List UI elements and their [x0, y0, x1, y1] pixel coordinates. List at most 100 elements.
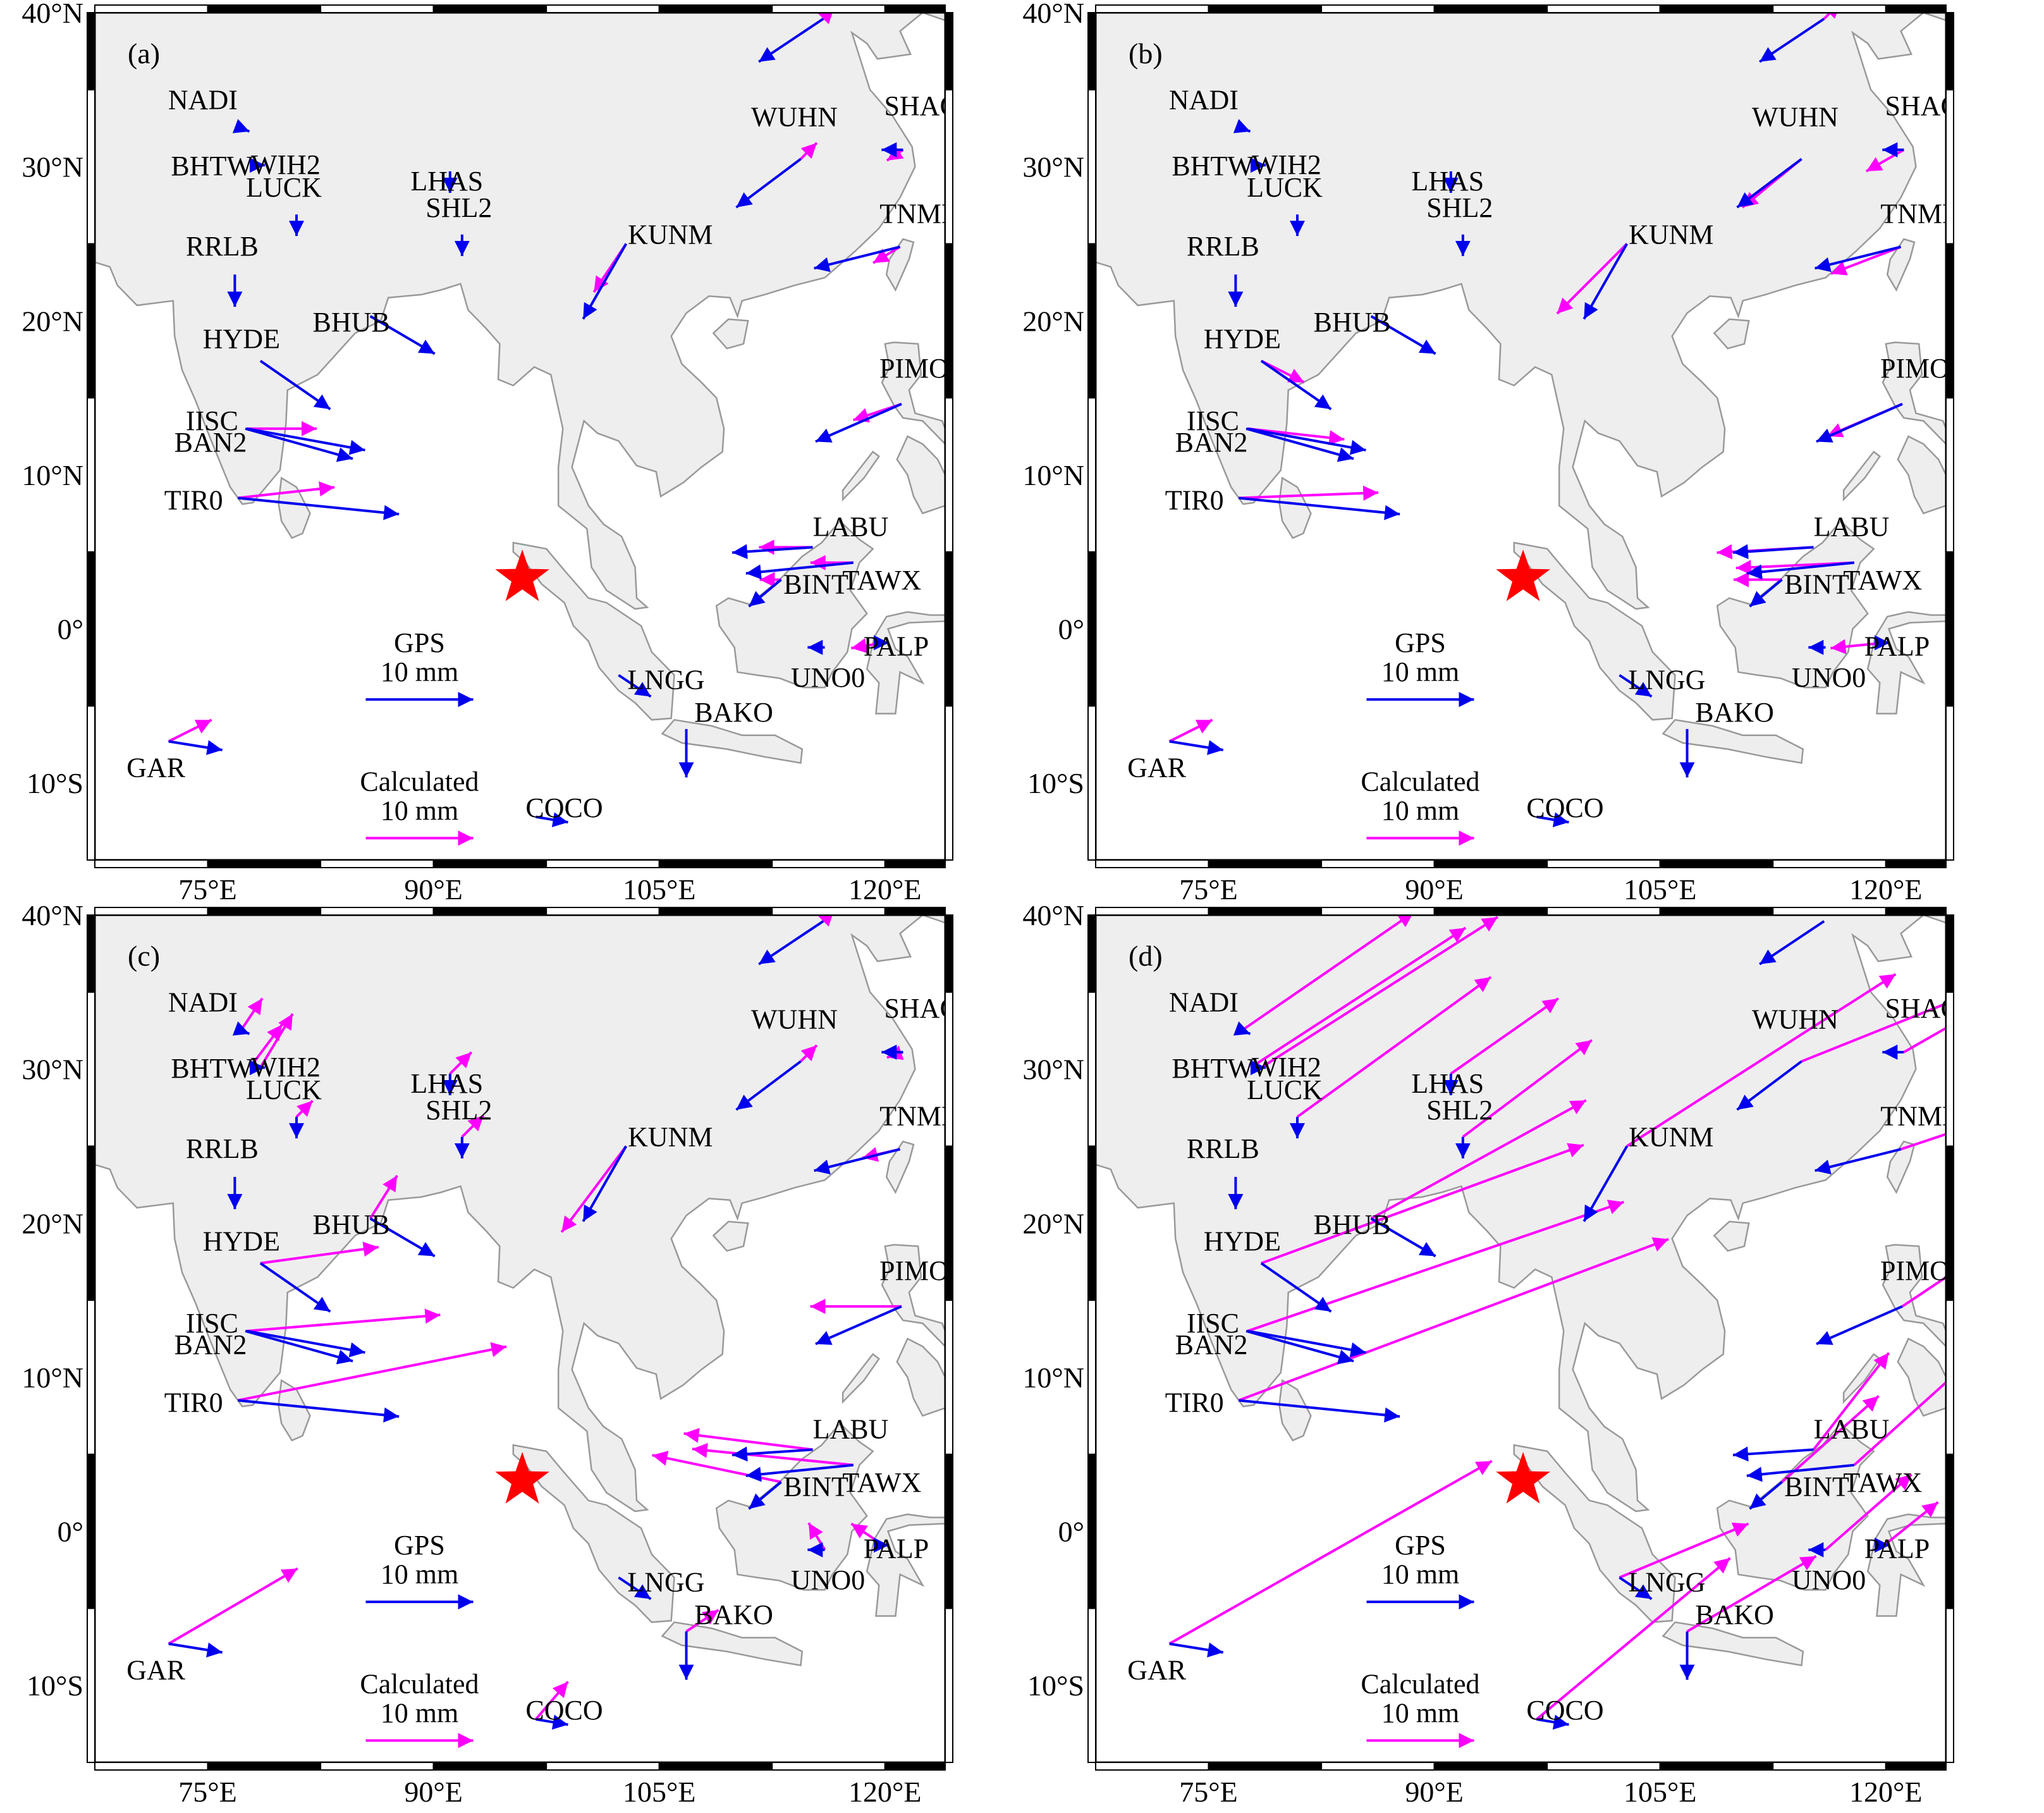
- station-label-bint: BINT: [783, 569, 848, 600]
- calc-vector-shao: [1865, 149, 1905, 173]
- station-label-bint: BINT: [783, 1472, 848, 1503]
- panel-label: (a): [128, 37, 160, 70]
- calc-vector-iisc: [247, 1308, 441, 1332]
- station-label-gar: GAR: [126, 752, 186, 783]
- lat-tick-label: 0°: [1058, 1516, 1084, 1548]
- lat-tick-label: 40°N: [21, 899, 83, 931]
- gps-vector-bjfs: [1759, 920, 1825, 966]
- calc-vector-tir0: [1238, 1237, 1669, 1402]
- frame-tick-bar: [1087, 1300, 1096, 1455]
- station-label-wuhn: WUHN: [751, 101, 838, 132]
- frame-tick-bar: [1087, 89, 1096, 245]
- frame-tick-bar: [1087, 243, 1096, 399]
- frame-tick-bar: [771, 859, 886, 868]
- lat-tick-label: 20°N: [21, 1207, 83, 1239]
- lat-tick-label: 10°N: [1022, 1361, 1084, 1394]
- frame-tick-bar: [1885, 859, 1947, 868]
- frame-tick-bar: [945, 991, 953, 1147]
- gps-vector-tawx: [1746, 1463, 1854, 1482]
- gps-vector-coco: [535, 1714, 568, 1730]
- calc-vector-tir0: [237, 481, 335, 500]
- frame-tick-bar: [1945, 1607, 1954, 1763]
- frame-tick-bar: [320, 4, 434, 13]
- calc-vector-kunm: [560, 1145, 627, 1233]
- gps-vector-iisc: [1247, 1329, 1366, 1358]
- frame-tick-bar: [87, 397, 95, 553]
- station-label-uno0: UNO0: [1792, 1564, 1866, 1595]
- frame-tick-bar: [945, 914, 953, 993]
- calc-vector-uno0: [1825, 1473, 1912, 1551]
- station-label-bhtw: BHTW: [1172, 1053, 1254, 1084]
- frame-tick-bar: [945, 89, 953, 245]
- frame-tick-bar: [432, 4, 548, 13]
- lat-tick-label: 10°S: [27, 767, 83, 799]
- frame-tick-bar: [1945, 1453, 1954, 1609]
- frame-tick-bar: [87, 914, 95, 993]
- frame-tick-bar: [1546, 4, 1661, 13]
- frame-tick-bar: [1321, 1762, 1435, 1771]
- gps-vector-pimo: [1816, 1305, 1903, 1346]
- calc-vector-bjfs: [1823, 13, 1840, 20]
- gps-vector-labu: [1732, 544, 1814, 560]
- landmass: [1713, 1220, 1750, 1252]
- lon-tick-label: 90°E: [1405, 1776, 1464, 1808]
- landmass: [1886, 238, 1916, 292]
- landmass: [1096, 915, 1946, 1513]
- station-label-coco: COCO: [1526, 1695, 1603, 1726]
- station-label-shao: SHAO: [1885, 90, 1961, 121]
- frame-tick-bar: [658, 907, 773, 916]
- station-label-wuhn: WUHN: [1752, 1004, 1839, 1035]
- gps-vector-hyde: [259, 1262, 331, 1313]
- station-label-palp: PALP: [1864, 1533, 1930, 1564]
- calc-vector-nadi: [1240, 915, 1414, 1032]
- station-label-lhas: LHAS: [410, 1068, 483, 1099]
- gps-vector-tawx: [745, 1463, 854, 1482]
- frame-tick-bar: [546, 4, 660, 13]
- frame-tick-bar: [1772, 4, 1887, 13]
- lat-tick-label: 30°N: [1022, 151, 1084, 183]
- gps-vector-iisc: [247, 1329, 365, 1358]
- gps-vector-iisc: [1247, 427, 1366, 455]
- station-label-coco: COCO: [1526, 792, 1603, 823]
- gps-vector-gar: [168, 1642, 223, 1658]
- frame-tick-bar: [1087, 1607, 1096, 1763]
- gps-vector-ban2: [245, 1329, 353, 1365]
- station-label-wuhn: WUHN: [751, 1004, 838, 1035]
- lon-tick-label: 75°E: [1179, 873, 1238, 906]
- station-label-kunm: KUNM: [1629, 219, 1713, 250]
- landmass: [278, 1379, 311, 1442]
- station-label-luck: LUCK: [1247, 172, 1323, 203]
- gps-vector-tawx: [745, 561, 854, 580]
- frame-tick-bar: [1945, 914, 1954, 993]
- station-label-bako: BAKO: [694, 1599, 773, 1630]
- station-label-kunm: KUNM: [628, 1121, 713, 1152]
- gps-vector-labu: [1732, 1446, 1814, 1462]
- lon-tick-label: 90°E: [404, 1776, 463, 1808]
- station-label-lngg: LNGG: [1628, 665, 1705, 696]
- station-label-labu: LABU: [813, 1413, 889, 1444]
- gps-vector-pimo: [1816, 403, 1903, 443]
- map-content: BJFSNADIBHTWWIH2LHASWUHNSHAOLUCKSHL2KUNM…: [95, 13, 945, 828]
- legend-gps-scale: 10 mm: [381, 656, 458, 687]
- landmass: [1713, 318, 1750, 350]
- calc-vector-bhub: [369, 1174, 398, 1220]
- landmass: [1897, 435, 1946, 515]
- frame-tick-bar: [1433, 907, 1548, 916]
- station-label-luck: LUCK: [1247, 1074, 1323, 1105]
- frame-tick-bar: [1659, 1762, 1774, 1771]
- frame-tick-bar: [546, 907, 660, 916]
- lat-tick-label: 10°N: [1022, 459, 1084, 491]
- gps-vector-coco: [1536, 1714, 1569, 1730]
- frame-tick-bar: [546, 1762, 660, 1771]
- landmass: [712, 1220, 749, 1252]
- frame-tick-bar: [1095, 4, 1209, 13]
- gps-vector-lngg: [1619, 673, 1653, 698]
- station-label-uno0: UNO0: [791, 1564, 865, 1595]
- landmass: [896, 1337, 945, 1417]
- lat-tick-label: 20°N: [21, 305, 83, 337]
- landmass: [1662, 718, 1804, 764]
- station-label-hyde: HYDE: [1204, 324, 1281, 355]
- station-label-kunm: KUNM: [628, 219, 713, 250]
- frame-tick-bar: [1208, 1762, 1323, 1771]
